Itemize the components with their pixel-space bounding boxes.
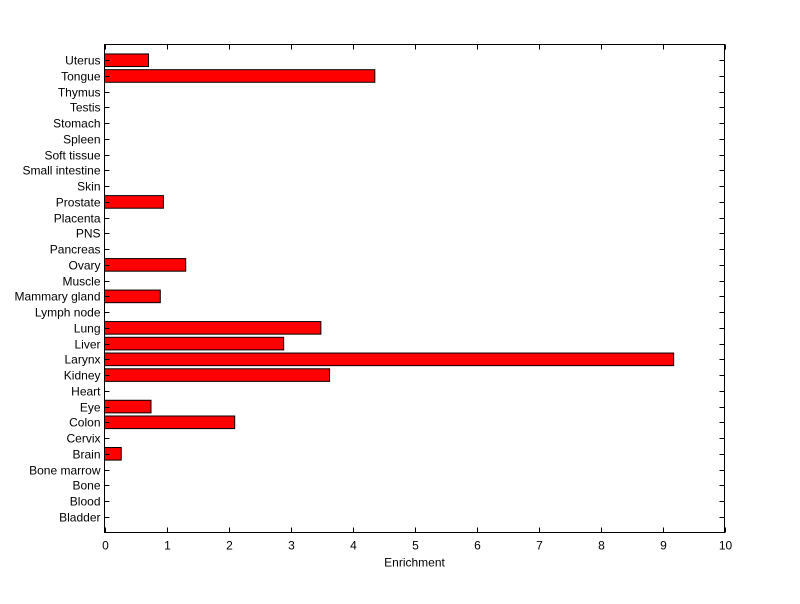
y-tick-label: Stomach [53,117,100,131]
y-tick-label: Lymph node [35,306,101,320]
y-tick-label: Kidney [64,369,101,383]
bar-brain [104,446,122,461]
y-tick-label: Heart [71,385,101,399]
y-tick-label: Colon [69,416,100,430]
y-tick-label: Tongue [61,70,101,84]
bar-kidney [104,368,331,382]
y-tick-label: Uterus [65,54,100,68]
plot-frame [104,44,725,533]
y-tick-label: Ovary [68,259,100,273]
x-tick-label: 0 [102,539,109,553]
y-tick-label: Prostate [56,196,101,210]
y-tick-label: Lung [74,322,101,336]
y-tick-label: Liver [74,338,100,352]
y-tick-label: Brain [72,448,100,462]
ticks-layer [104,44,726,533]
bar-liver [104,336,285,351]
y-tick-label: Mammary gland [14,290,100,304]
y-tick-label: Muscle [62,275,100,289]
y-tick-label: Cervix [66,432,100,446]
bars-layer [104,53,675,461]
bar-eye [104,399,152,414]
bar-mammary-gland [104,289,161,304]
bar-colon [104,415,236,430]
x-tick-label: 4 [350,539,357,553]
y-tick-label: Eye [80,401,101,415]
y-tick-label: Bone [72,479,100,493]
y-tick-label: Placenta [54,212,101,226]
y-tick-label: Larynx [64,353,100,367]
y-tick-label: PNS [76,227,101,241]
x-tick-label: 1 [164,539,171,553]
x-tick-label: 6 [474,539,481,553]
bar-larynx [104,352,675,367]
y-tick-label: Small intestine [22,164,100,178]
bar-tongue [104,69,376,83]
y-tick-label: Bladder [59,511,100,525]
x-tick-label: 2 [226,539,233,553]
x-tick-label: 5 [412,539,419,553]
bar-prostate [104,195,164,209]
y-tick-label: Pancreas [50,243,101,257]
x-tick-label: 10 [719,539,733,553]
x-tick-label: 8 [598,539,605,553]
bar-ovary [104,258,187,272]
y-tick-label: Blood [70,495,101,509]
y-tick-label: Skin [77,180,100,194]
y-tick-label: Testis [70,101,101,115]
y-tick-label: Bone marrow [29,464,101,478]
bar-lung [104,321,322,335]
bar-uterus [104,53,150,68]
y-tick-label: Soft tissue [44,149,100,163]
x-tick-label: 3 [288,539,295,553]
y-tick-label: Spleen [63,133,100,147]
x-tick-label: 9 [660,539,667,553]
x-axis-label: Enrichment [384,556,445,570]
y-tick-label: Thymus [58,86,101,100]
x-tick-label: 7 [536,539,543,553]
